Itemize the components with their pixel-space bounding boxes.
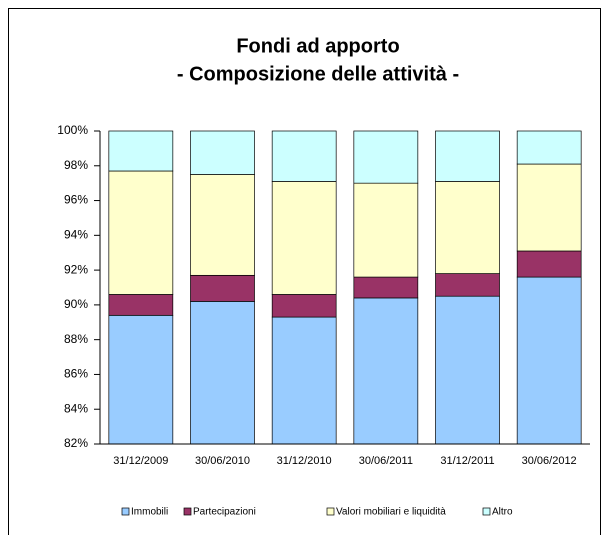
y-tick-label: 100%: [57, 123, 88, 137]
bar-segment: [108, 170, 174, 295]
y-tick-label: 96%: [64, 193, 88, 207]
bar-segment: [271, 181, 337, 295]
bar-segment: [271, 130, 337, 182]
bar-segment: [190, 130, 255, 175]
bar-segment: [190, 274, 255, 302]
x-tick-label: 31/12/2010: [277, 455, 332, 467]
bar-segment: [108, 294, 174, 316]
legend-swatch: [183, 507, 192, 516]
bar-segment: [271, 294, 337, 318]
y-tick-label: 92%: [64, 262, 88, 276]
bar-segment: [435, 273, 500, 297]
bar-segment: [516, 276, 582, 445]
bar-segment: [435, 295, 500, 445]
bar-segment: [108, 130, 174, 172]
bar-segment: [353, 297, 419, 445]
legend-label: Altro: [492, 507, 513, 518]
y-tick-label: 84%: [64, 401, 88, 415]
bar-segment: [516, 163, 582, 252]
legend-label: Valori mobiliari e liquidità: [336, 507, 446, 518]
bar-segment: [353, 182, 419, 278]
y-tick-label: 88%: [64, 332, 88, 346]
bar-segment: [271, 316, 337, 445]
x-tick-label: 30/06/2010: [195, 455, 250, 467]
legend-label: Partecipazioni: [193, 507, 256, 518]
legend-swatch: [121, 507, 130, 516]
bar-segment: [516, 130, 582, 165]
bar-segment: [190, 301, 255, 445]
legend-swatch: [482, 507, 491, 516]
bar-segment: [190, 174, 255, 276]
bar-segment: [353, 276, 419, 299]
y-tick-label: 86%: [64, 367, 88, 381]
chart-subtitle: - Composizione delle attività -: [177, 63, 459, 85]
bar-segment: [353, 130, 419, 184]
bar-segment: [435, 181, 500, 274]
bar-segment: [516, 250, 582, 278]
x-tick-label: 30/06/2012: [522, 455, 577, 467]
y-tick-label: 90%: [64, 297, 88, 311]
y-tick-label: 94%: [64, 228, 88, 242]
y-tick-label: 82%: [64, 436, 88, 450]
bar-segment: [108, 314, 174, 445]
chart-title: Fondi ad apporto: [236, 35, 399, 57]
y-tick-label: 98%: [64, 158, 88, 172]
legend-label: Immobili: [131, 507, 168, 518]
legend-swatch: [326, 507, 335, 516]
x-tick-label: 31/12/2009: [113, 455, 168, 467]
x-tick-label: 31/12/2011: [440, 455, 494, 467]
x-tick-label: 30/06/2011: [359, 455, 413, 467]
bar-segment: [435, 130, 500, 182]
